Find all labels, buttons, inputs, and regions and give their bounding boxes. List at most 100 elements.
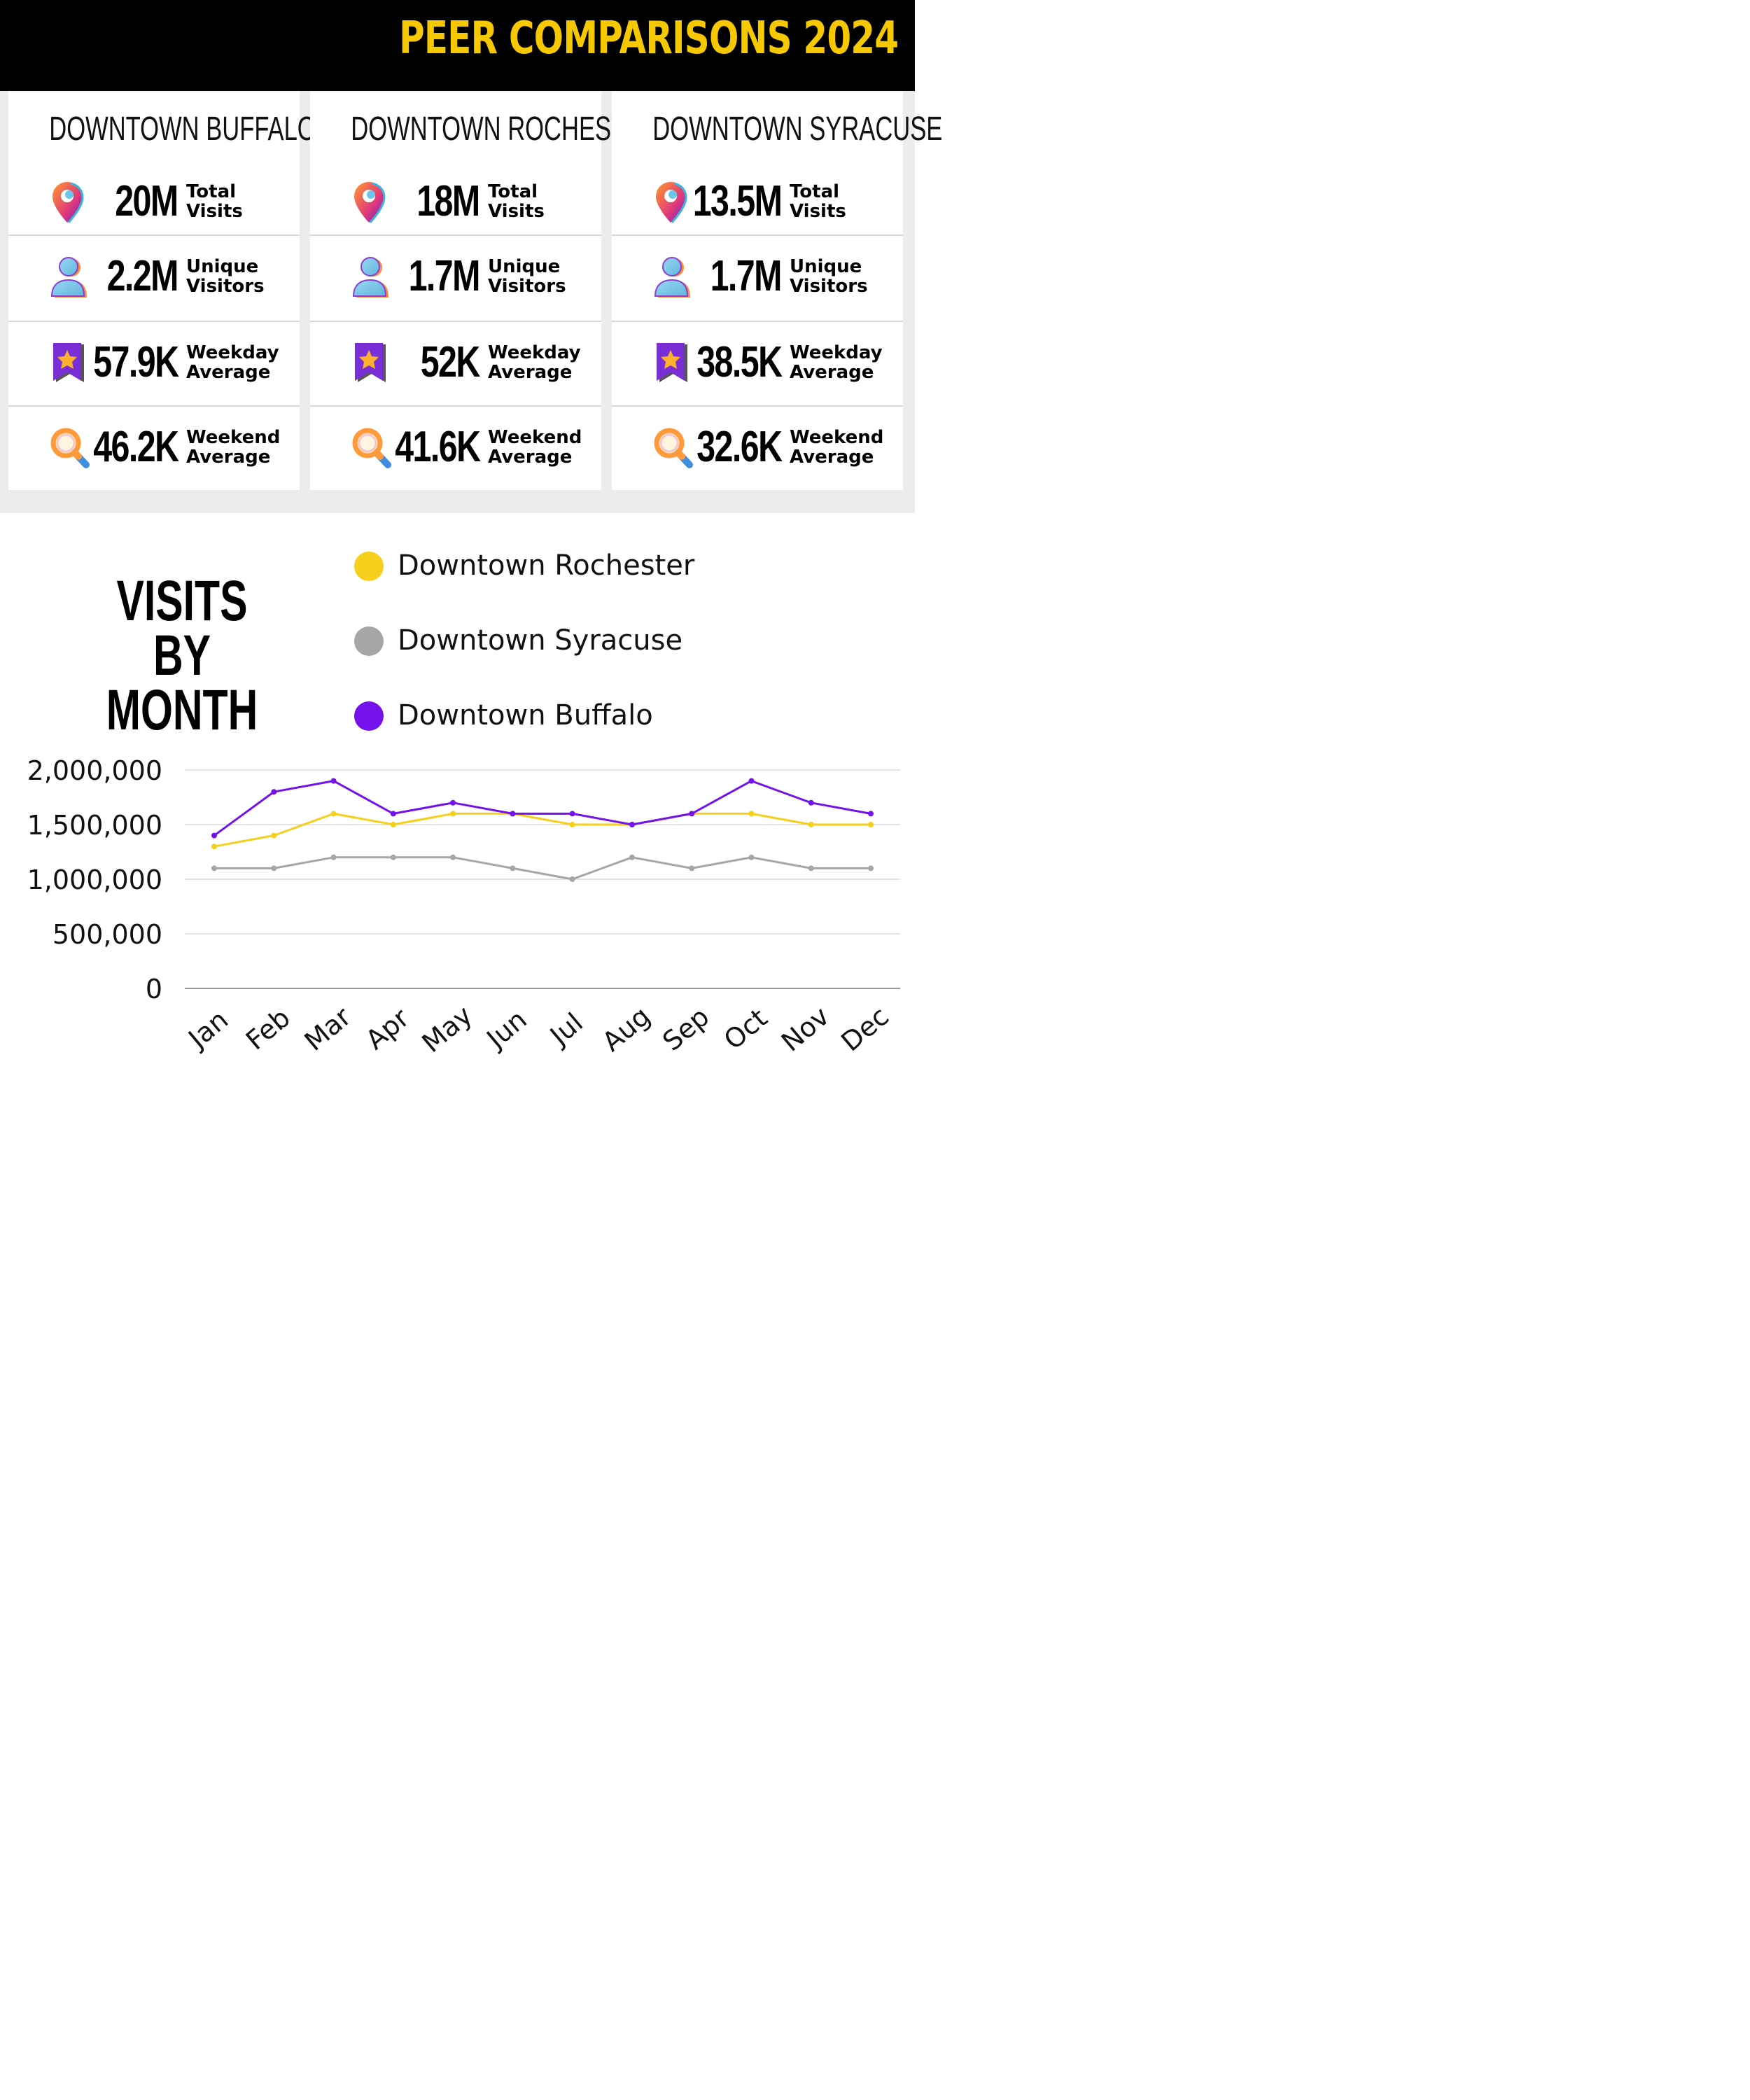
magnifier-icon — [652, 426, 693, 470]
x-tick-label: Mar — [299, 1001, 357, 1057]
x-tick-label: Jul — [543, 1007, 589, 1051]
magnifier-icon — [351, 426, 391, 470]
page-title: PEER COMPARISONS 2024 — [398, 13, 899, 64]
stat-label-line: Average — [790, 447, 874, 468]
x-tick-label: Jun — [480, 1004, 533, 1055]
stat-label-line: Total — [790, 181, 840, 202]
stat-row-total-visits: 20M Total Visits — [8, 161, 300, 245]
location-pin-icon — [652, 181, 693, 224]
stat-label-line: Visits — [790, 201, 846, 222]
y-tick-label: 1,500,000 — [27, 810, 162, 841]
stat-label: Total Visits — [488, 182, 600, 221]
stat-label-line: Weekend — [790, 427, 884, 448]
card-title: DOWNTOWN BUFFALO — [49, 111, 316, 148]
data-point — [868, 811, 874, 817]
stat-label-line: Unique — [790, 256, 862, 277]
x-tick-label: Dec — [835, 1001, 895, 1058]
x-tick-label: Apr — [360, 1002, 415, 1056]
user-icon — [351, 255, 391, 299]
data-point — [510, 865, 516, 872]
stat-label: Weekend Average — [186, 428, 298, 467]
y-tick-label: 500,000 — [52, 919, 162, 950]
data-point — [330, 778, 337, 784]
stat-row-weekend-average: 32.6K Weekend Average — [612, 405, 903, 491]
star-bookmark-icon — [351, 342, 391, 385]
stat-label-line: Visitors — [790, 276, 868, 297]
legend-swatch — [354, 626, 384, 656]
stat-row-unique-visitors: 2.2M Unique Visitors — [8, 234, 300, 320]
data-point — [868, 822, 874, 827]
stat-value: 2.2M — [106, 252, 179, 300]
data-point — [569, 811, 575, 817]
data-point — [211, 844, 217, 850]
x-tick-label: Sep — [657, 1001, 715, 1057]
x-tick-label: Aug — [596, 1000, 656, 1057]
stat-label: Weekday Average — [186, 343, 298, 382]
y-tick-label: 1,000,000 — [27, 864, 162, 895]
peer-card: DOWNTOWN BUFFALO 20M Total Visits 2.2M Unique… — [8, 91, 316, 491]
stat-row-weekday-average: 52K Weekday Average — [310, 321, 601, 406]
data-point — [748, 854, 755, 860]
x-tick-label: May — [416, 1000, 478, 1058]
stat-row-weekday-average: 38.5K Weekday Average — [612, 321, 903, 406]
stat-value: 20M — [115, 177, 179, 225]
stat-label: Total Visits — [790, 182, 902, 221]
data-point — [450, 854, 456, 860]
stat-label: Weekday Average — [790, 343, 902, 382]
stat-value: 38.5K — [696, 338, 783, 386]
data-point — [689, 865, 695, 872]
data-point — [748, 811, 755, 817]
data-point — [330, 854, 337, 860]
data-point — [211, 865, 217, 872]
stat-value: 52K — [420, 338, 481, 386]
stat-label-line: Weekday — [488, 342, 581, 363]
card-title: DOWNTOWN ROCHESTER — [351, 111, 660, 148]
data-point — [808, 865, 814, 872]
peer-card: DOWNTOWN SYRACUSE 13.5M Total Visits 1.7M Uni… — [612, 91, 942, 491]
chart-title: VISITS BY MONTH — [106, 569, 258, 742]
header-bar: PEER COMPARISONS 2024 — [0, 0, 915, 91]
series-line — [214, 812, 871, 848]
x-tick-label: Jan — [182, 1004, 234, 1055]
stat-row-unique-visitors: 1.7M Unique Visitors — [612, 234, 903, 320]
stat-label-line: Average — [790, 362, 874, 383]
stat-label-line: Total — [186, 181, 237, 202]
stat-label-line: Weekend — [186, 427, 281, 448]
data-point — [271, 865, 277, 872]
visits-by-month-chart: 0 500,000 1,000,000 1,500,000 2,000,000 Jan Fe… — [27, 755, 900, 1058]
legend-swatch — [354, 701, 384, 731]
magnifier-icon — [49, 426, 90, 470]
stat-label-line: Average — [186, 447, 271, 468]
stat-label-line: Visitors — [186, 276, 265, 297]
stat-value: 1.7M — [710, 252, 783, 300]
user-icon — [49, 255, 90, 299]
stat-label-line: Weekend — [488, 427, 582, 448]
star-bookmark-icon — [652, 342, 693, 385]
data-point — [569, 876, 575, 882]
x-tick-label: Oct — [718, 1002, 774, 1056]
stat-row-weekend-average: 46.2K Weekend Average — [8, 405, 300, 491]
series-line — [214, 780, 872, 836]
stat-value: 32.6K — [696, 423, 783, 471]
stat-row-weekday-average: 57.9K Weekday Average — [8, 321, 300, 406]
location-pin-icon — [351, 181, 391, 224]
peer-card: DOWNTOWN ROCHESTER 18M Total Visits 1.7M Uniq… — [310, 91, 660, 491]
stat-label: Unique Visitors — [186, 257, 298, 296]
data-point — [629, 854, 635, 860]
stat-row-weekend-average: 41.6K Weekend Average — [310, 405, 601, 491]
user-icon — [652, 255, 693, 299]
y-tick-label: 0 — [146, 974, 162, 1004]
x-tick-label: Nov — [776, 1000, 835, 1057]
data-point — [629, 822, 635, 827]
stat-row-unique-visitors: 1.7M Unique Visitors — [310, 234, 601, 320]
stat-label-line: Visits — [488, 201, 545, 222]
stat-label: Weekday Average — [488, 343, 600, 382]
stat-value: 18M — [416, 177, 481, 225]
location-pin-icon — [49, 181, 90, 224]
stat-value: 41.6K — [394, 423, 481, 471]
x-tick-label: Feb — [240, 1002, 296, 1056]
data-point — [390, 822, 396, 827]
data-point — [510, 811, 516, 817]
stat-label: Weekend Average — [488, 428, 600, 467]
stat-value: 1.7M — [408, 252, 481, 300]
